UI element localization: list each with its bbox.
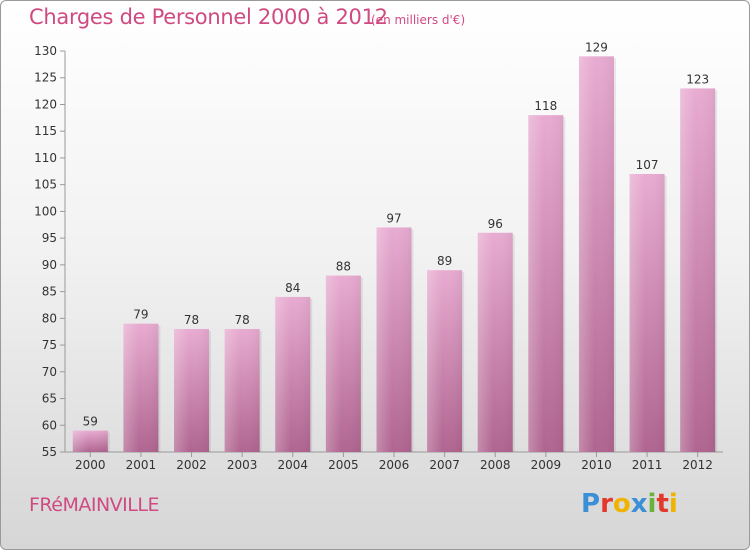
y-tick-label: 65 <box>42 392 57 406</box>
data-label: 118 <box>534 99 557 113</box>
x-tick-label: 2012 <box>682 458 713 472</box>
y-tick-label: 100 <box>34 204 57 218</box>
data-label: 78 <box>235 313 250 327</box>
data-label: 97 <box>386 211 401 225</box>
data-label: 96 <box>488 217 503 231</box>
data-label: 89 <box>437 254 452 268</box>
x-tick-label: 2010 <box>581 458 612 472</box>
data-label: 84 <box>285 281 300 295</box>
y-tick-label: 80 <box>42 311 57 325</box>
proxiti-logo: Proxiti <box>581 489 678 519</box>
bar-highlight <box>224 329 260 452</box>
bar-highlight <box>578 56 614 452</box>
x-tick-label: 2009 <box>531 458 562 472</box>
x-tick-label: 2000 <box>75 458 106 472</box>
bar-highlight <box>72 430 108 452</box>
x-tick-label: 2002 <box>176 458 207 472</box>
x-tick-label: 2008 <box>480 458 511 472</box>
x-tick-label: 2007 <box>429 458 460 472</box>
data-label: 123 <box>686 72 709 86</box>
y-tick-label: 60 <box>42 418 57 432</box>
x-tick-label: 2011 <box>632 458 663 472</box>
bar-highlight <box>680 88 716 452</box>
chart-subtitle: (en milliers d'€) <box>371 13 466 27</box>
x-tick-label: 2005 <box>328 458 359 472</box>
y-tick-label: 75 <box>42 338 57 352</box>
y-tick-label: 95 <box>42 231 57 245</box>
bar-highlight <box>376 227 412 452</box>
y-tick-label: 130 <box>34 44 57 58</box>
y-tick-label: 110 <box>34 151 57 165</box>
data-label: 59 <box>83 415 98 429</box>
y-tick-label: 85 <box>42 285 57 299</box>
brand-letter: o <box>612 489 631 519</box>
data-label: 79 <box>133 308 148 322</box>
data-label: 129 <box>585 40 608 54</box>
y-tick-label: 120 <box>34 97 57 111</box>
brand-letter: P <box>581 489 601 519</box>
y-tick-label: 105 <box>34 178 57 192</box>
brand-letter: r <box>600 489 613 519</box>
brand-letter: i <box>647 489 657 519</box>
data-label: 78 <box>184 313 199 327</box>
brand-letter: i <box>668 489 678 519</box>
y-tick-label: 125 <box>34 71 57 85</box>
bar-highlight <box>477 232 513 452</box>
commune-name: FRéMAINVILLE <box>29 494 159 516</box>
bar-highlight <box>123 323 159 452</box>
bar-highlight <box>325 275 361 452</box>
x-tick-label: 2004 <box>277 458 308 472</box>
data-label: 88 <box>336 260 351 274</box>
chart-title: Charges de Personnel 2000 à 2012 <box>29 5 388 29</box>
bar-highlight <box>275 296 311 452</box>
y-tick-label: 115 <box>34 124 57 138</box>
bar-highlight <box>629 173 665 452</box>
bar-highlight <box>528 115 564 452</box>
y-tick-label: 55 <box>42 445 57 459</box>
y-tick-label: 90 <box>42 258 57 272</box>
brand-letter: x <box>630 489 648 519</box>
y-tick-label: 70 <box>42 365 57 379</box>
data-label: 107 <box>636 158 659 172</box>
brand-letter: t <box>656 489 669 519</box>
bar-highlight <box>174 329 210 452</box>
x-tick-label: 2003 <box>227 458 258 472</box>
x-tick-label: 2001 <box>126 458 157 472</box>
bar-highlight <box>427 270 463 452</box>
x-tick-label: 2006 <box>379 458 410 472</box>
